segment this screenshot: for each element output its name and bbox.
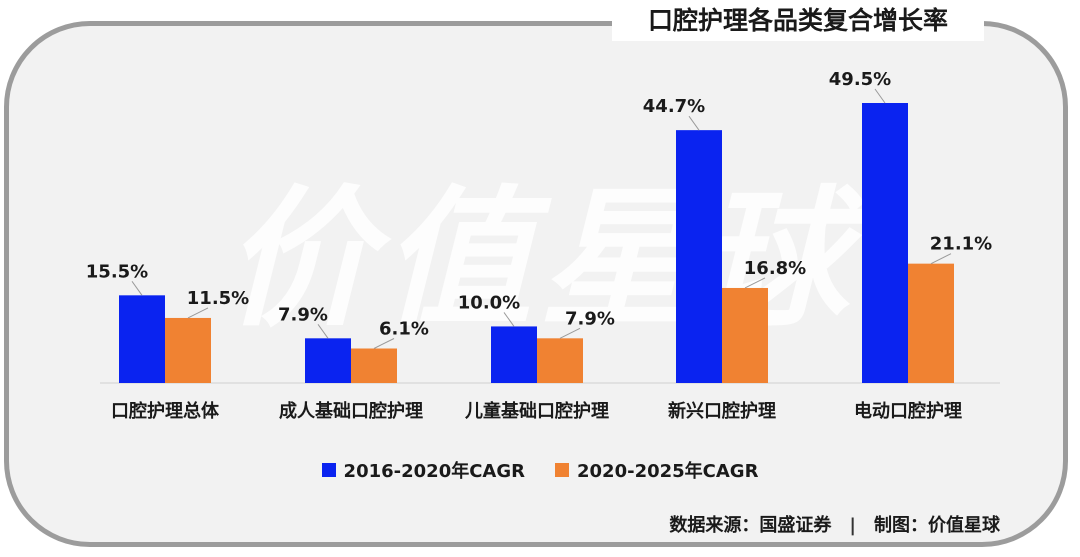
data-label-series-1-5: 49.5% [829, 69, 891, 90]
bar-series-2-1 [165, 317, 211, 383]
leader-line-series-2-2 [373, 338, 395, 349]
bar-series-2-3 [537, 338, 583, 383]
data-label-series-2-2: 6.1% [379, 318, 429, 339]
credit-text: 制图：价值星球 [874, 515, 1000, 536]
legend-item-series-2: 2020-2025年CAGR [555, 457, 758, 483]
bar-chart: 15.5% 11.5% 口腔护理总体 7.9% 6.1% 成人基础口腔护理 10.0% 7.9… [86, 69, 1000, 422]
leader-line-series-2-3 [559, 327, 581, 339]
chart-title: 口腔护理各品类复合增长率 [612, 1, 984, 41]
bar-series-1-4 [676, 130, 722, 383]
bar-series-1-5 [862, 103, 908, 383]
legend: 2016-2020年CAGR 2020-2025年CAGR [0, 455, 1080, 485]
category-label-1: 口腔护理总体 [111, 400, 220, 422]
source-text: 数据来源：国盛证券 [669, 515, 832, 536]
data-label-series-1-4: 44.7% [643, 96, 705, 117]
leader-line-series-1-2 [317, 324, 329, 339]
legend-label-series-2: 2020-2025年CAGR [577, 461, 759, 482]
legend-swatch-series-1 [321, 463, 336, 477]
bar-series-1-1 [119, 295, 165, 383]
category-label-2: 成人基础口腔护理 [279, 400, 423, 422]
bar-series-2-5 [908, 263, 954, 383]
category-label-5: 电动口腔护理 [854, 400, 962, 422]
data-label-series-2-5: 21.1% [930, 234, 992, 255]
bar-series-2-2 [351, 348, 397, 383]
data-label-series-2-4: 16.8% [744, 258, 806, 279]
bar-series-2-4 [722, 287, 768, 383]
category-label-4: 新兴口腔护理 [668, 400, 776, 422]
leader-line-series-1-1 [131, 281, 143, 296]
leader-line-series-2-1 [187, 307, 209, 319]
data-label-series-1-3: 10.0% [458, 292, 520, 313]
data-label-series-2-3: 7.9% [565, 308, 615, 329]
category-label-3: 儿童基础口腔护理 [464, 400, 609, 422]
legend-item-series-1: 2016-2020年CAGR [321, 457, 525, 483]
leader-line-series-2-4 [744, 277, 766, 289]
data-label-series-1-2: 7.9% [278, 304, 328, 325]
data-label-series-1-1: 15.5% [86, 261, 148, 282]
leader-line-series-1-5 [874, 88, 886, 104]
leader-line-series-1-4 [688, 115, 700, 131]
legend-swatch-series-2 [555, 463, 569, 477]
data-label-series-2-1: 11.5% [187, 288, 249, 309]
leader-line-series-2-5 [930, 253, 952, 265]
footer-source: 数据来源：国盛证券 | 制图：价值星球 [669, 512, 1000, 540]
legend-label-series-1: 2016-2020年CAGR [343, 461, 525, 482]
bar-series-1-2 [305, 338, 351, 383]
footer-separator: | [849, 515, 856, 536]
bar-series-1-3 [491, 326, 537, 383]
leader-line-series-1-3 [503, 312, 515, 327]
